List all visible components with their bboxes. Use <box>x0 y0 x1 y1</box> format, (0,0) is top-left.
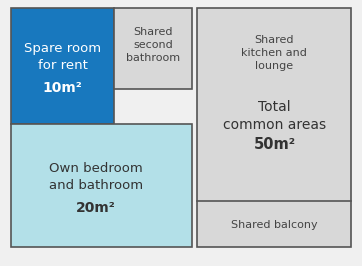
Bar <box>11 124 192 247</box>
Text: 10m²: 10m² <box>43 81 83 95</box>
Text: Spare room
for rent: Spare room for rent <box>24 43 101 72</box>
Text: Shared
kitchen and
lounge: Shared kitchen and lounge <box>241 35 307 71</box>
Bar <box>114 8 192 89</box>
Bar <box>11 8 114 124</box>
Text: Own bedroom
and bathroom: Own bedroom and bathroom <box>49 162 143 192</box>
Text: 20m²: 20m² <box>76 201 116 215</box>
Text: Shared balcony: Shared balcony <box>231 220 318 230</box>
Text: Shared
second
bathroom: Shared second bathroom <box>126 27 180 63</box>
Text: Total
common areas: Total common areas <box>223 100 326 132</box>
Text: 50m²: 50m² <box>253 138 295 152</box>
Bar <box>197 8 351 247</box>
